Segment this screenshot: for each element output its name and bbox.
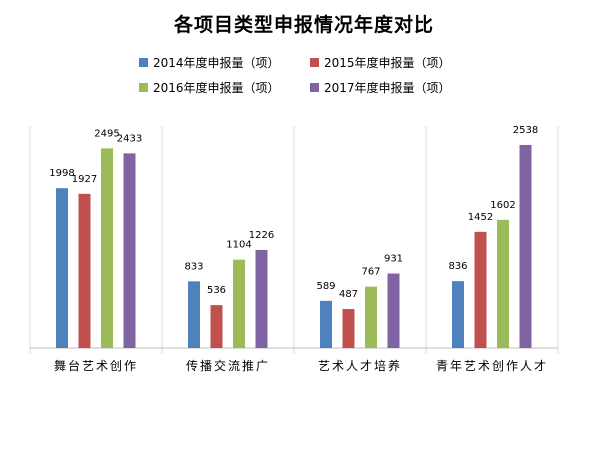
- bar: [320, 300, 332, 348]
- data-label: 536: [207, 285, 226, 296]
- data-label: 589: [316, 281, 335, 292]
- data-label: 836: [448, 261, 467, 272]
- legend-label-2017: 2017年度申报量（项）: [324, 80, 451, 95]
- bar: [452, 281, 464, 348]
- bar: [519, 144, 532, 348]
- data-label: 2538: [513, 125, 538, 136]
- bar: [255, 249, 268, 348]
- data-label: 2495: [94, 128, 119, 139]
- legend-item-2015: 2015年度申报量（项）: [310, 54, 451, 70]
- bar: [56, 188, 68, 348]
- data-label: 931: [384, 254, 403, 265]
- data-label: 1927: [72, 174, 97, 185]
- data-label: 1452: [468, 212, 493, 223]
- bar: [78, 193, 91, 348]
- bar: [497, 219, 509, 348]
- chart-title: 各项目类型申报情况年度对比: [173, 14, 434, 36]
- category-label: 青年艺术创作人才: [436, 359, 548, 373]
- legend-swatch-2017: [310, 82, 319, 92]
- legend-item-2017: 2017年度申报量（项）: [310, 79, 451, 95]
- data-label: 767: [361, 267, 380, 278]
- data-label: 1104: [226, 240, 251, 251]
- bar: [233, 259, 245, 348]
- data-label: 1602: [490, 200, 515, 211]
- legend-swatch-2014: [139, 57, 148, 67]
- data-label: 833: [184, 261, 203, 272]
- bar: [342, 309, 355, 348]
- legend-label-2016: 2016年度申报量（项）: [153, 80, 280, 95]
- category-label: 艺术人才培养: [318, 358, 402, 373]
- legend-item-2014: 2014年度申报量（项）: [139, 54, 280, 70]
- category-label: 传播交流推广: [186, 358, 270, 373]
- bar: [188, 281, 200, 348]
- data-label: 1226: [249, 230, 274, 241]
- bar: [474, 231, 487, 348]
- legend-label-2014: 2014年度申报量（项）: [153, 55, 280, 70]
- legend-label-2015: 2015年度申报量（项）: [324, 55, 451, 70]
- data-label: 487: [339, 289, 358, 300]
- category-label: 舞台艺术创作: [54, 358, 138, 373]
- bar: [123, 153, 136, 348]
- bar: [365, 286, 377, 348]
- data-label: 1998: [49, 168, 74, 179]
- bar: [101, 148, 113, 348]
- bar: [387, 273, 400, 348]
- legend-swatch-2015: [310, 57, 319, 67]
- data-label: 2433: [117, 133, 142, 144]
- legend-item-2016: 2016年度申报量（项）: [139, 79, 280, 95]
- bar: [210, 305, 223, 348]
- legend-swatch-2016: [139, 82, 148, 92]
